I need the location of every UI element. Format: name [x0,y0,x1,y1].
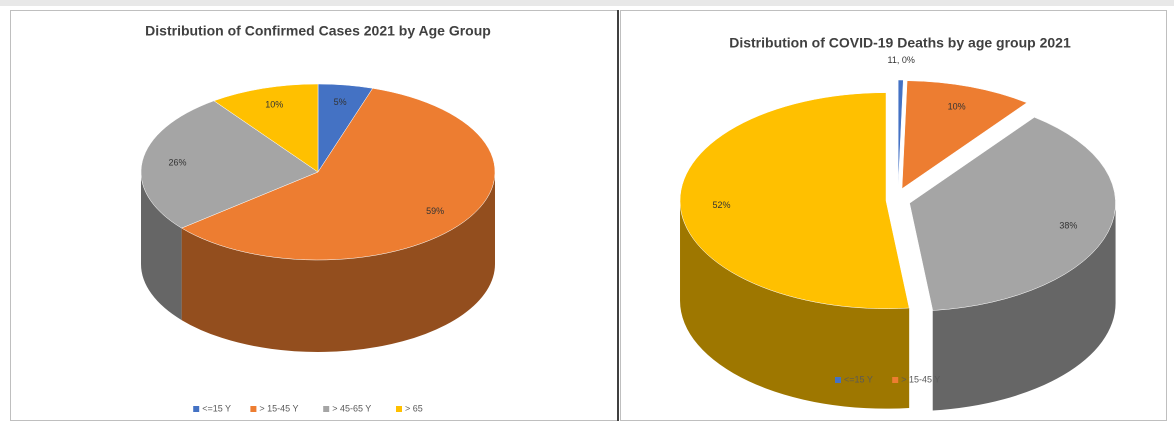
slice [679,92,910,309]
slice [140,100,319,229]
legend-swatch [250,406,257,412]
slice [181,88,496,261]
slice [897,79,904,189]
slice-side [932,203,1116,411]
legend-swatch [396,406,402,412]
top-shadow [0,0,1174,6]
slice-side [141,172,182,321]
chart-title: Distribution of Confirmed Cases 2021 by … [145,23,491,39]
slice [901,80,1028,190]
legend-label: > 15-45 Y [259,403,298,413]
legend-label: > 15-45 Y [901,374,940,384]
legend-swatch [892,377,899,383]
legend-label: <=15 Y [844,374,873,384]
legend-label: > 65 [405,403,423,413]
slice-side [181,172,496,353]
data-label: 59% [426,206,444,216]
data-label: 38% [1059,221,1077,231]
slice [909,116,1116,311]
legend-label: > 45-65 Y [332,403,371,413]
data-label: 5% [334,97,347,107]
legend-swatch [193,406,200,412]
slice-side [680,200,910,409]
chart-title: Distribution of COVID-19 Deaths by age g… [729,35,1071,51]
data-label: 10% [948,102,966,112]
data-label: 26% [169,158,187,168]
legend-label: <=15 Y [202,403,231,413]
legend-swatch [835,377,841,383]
slice [213,83,319,173]
data-label: 10% [265,99,283,109]
data-label: 52% [712,200,730,210]
data-label: 11, 0% [888,55,915,65]
legend-swatch [323,406,330,412]
